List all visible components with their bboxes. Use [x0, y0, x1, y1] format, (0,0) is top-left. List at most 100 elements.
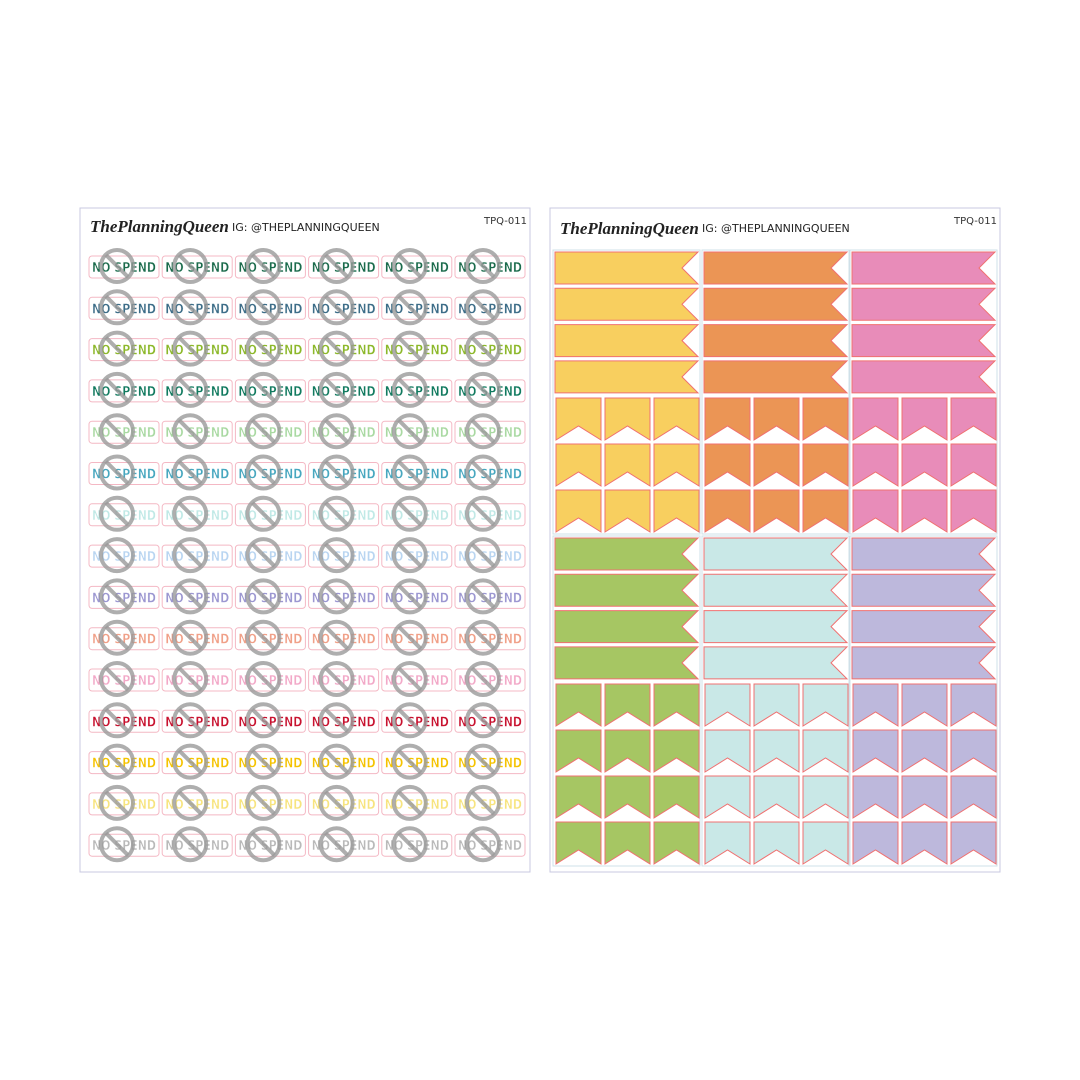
no-sign — [99, 330, 135, 367]
sticker-text: NO SPEND — [385, 757, 449, 772]
no-sign — [465, 784, 501, 821]
sticker-outline — [308, 627, 380, 651]
no-sign — [99, 248, 135, 284]
sticker-text: NO SPEND — [238, 839, 302, 854]
sticker-text: NO SPEND — [238, 591, 302, 606]
sticker-text: NO SPEND — [312, 674, 376, 689]
no-sign — [318, 784, 355, 821]
sticker-outline — [454, 833, 526, 857]
no-sign-slash — [470, 418, 496, 444]
sticker-text: NO SPEND — [312, 550, 376, 565]
no-sign — [391, 330, 428, 367]
sticker-outline — [161, 833, 233, 857]
no-sign-slash — [177, 749, 203, 775]
no-sign — [172, 371, 209, 408]
sticker-outline — [381, 379, 453, 403]
sticker-text: NO SPEND — [238, 757, 302, 772]
sticker-outline — [381, 751, 453, 775]
small-flag — [604, 729, 651, 773]
sticker-text: NO SPEND — [238, 344, 302, 359]
small-flag — [753, 775, 800, 819]
sticker-outline — [454, 255, 526, 279]
no-sign-slash — [177, 501, 203, 527]
sticker-text: NO SPEND — [92, 261, 156, 276]
no-sign-slash — [250, 666, 276, 692]
small-flag — [555, 775, 602, 819]
sticker-text: NO SPEND — [165, 757, 229, 772]
sticker-text: NO SPEND — [92, 344, 156, 359]
brand: ThePlanningQueen — [90, 217, 229, 236]
no-sign — [391, 537, 428, 574]
sticker-outline — [234, 544, 306, 568]
long-flag — [554, 537, 700, 571]
sticker-text: NO SPEND — [385, 550, 449, 565]
sticker-outline — [88, 255, 160, 279]
no-sign — [465, 619, 501, 656]
sticker-outline — [381, 792, 453, 816]
sticker-text: NO SPEND — [458, 261, 522, 276]
no-sign-slash — [470, 790, 496, 816]
sticker-outline — [381, 296, 453, 320]
no-sign — [391, 454, 428, 491]
no-sign-slash — [250, 501, 276, 527]
no-sign — [172, 784, 209, 821]
no-sign — [465, 248, 501, 284]
no-sign — [318, 371, 355, 408]
no-sign — [99, 454, 135, 491]
no-sign — [318, 578, 355, 615]
no-sign — [318, 537, 355, 574]
no-sign-slash — [397, 625, 423, 651]
sticker-text: NO SPEND — [312, 715, 376, 730]
sticker-text: NO SPEND — [312, 385, 376, 400]
no-sign-slash — [250, 460, 276, 485]
no-sign — [245, 454, 282, 491]
no-sign-slash — [324, 749, 350, 775]
sticker-text: NO SPEND — [92, 550, 156, 565]
sticker-text: NO SPEND — [165, 839, 229, 854]
no-sign-slash — [104, 749, 130, 775]
no-sign-slash — [250, 707, 276, 733]
no-sign-slash — [250, 542, 276, 568]
sticker-text: NO SPEND — [458, 633, 522, 648]
no-sign-slash — [470, 460, 496, 485]
small-flag — [950, 683, 997, 727]
no-sign-slash — [177, 831, 203, 857]
no-sign-slash — [397, 253, 423, 279]
no-sign — [172, 661, 209, 697]
sticker-text: NO SPEND — [92, 839, 156, 854]
sticker-outline — [381, 462, 453, 485]
sticker-outline — [88, 544, 160, 568]
no-sign — [391, 289, 428, 326]
long-flag — [703, 251, 849, 285]
sticker-text: NO SPEND — [385, 839, 449, 854]
no-sign — [391, 371, 428, 408]
no-sign — [318, 454, 355, 491]
sticker-outline — [381, 503, 453, 527]
small-flag — [604, 775, 651, 819]
no-sign — [465, 826, 501, 863]
no-sign — [172, 330, 209, 367]
no-sign-slash — [104, 542, 130, 568]
sticker-text: NO SPEND — [312, 426, 376, 441]
no-sign — [465, 495, 501, 532]
small-flag — [604, 821, 651, 865]
small-flag — [901, 683, 948, 727]
long-flag — [554, 324, 700, 358]
no-sign — [465, 330, 501, 367]
long-flag — [851, 610, 997, 644]
small-flag — [704, 821, 751, 865]
small-flag — [950, 775, 997, 819]
no-sign-slash — [470, 377, 496, 403]
sticker-outline — [161, 503, 233, 527]
small-flag — [653, 443, 700, 487]
no-sign-slash — [104, 418, 130, 444]
sticker-text: NO SPEND — [165, 426, 229, 441]
small-flag — [852, 397, 899, 441]
sticker-text: NO SPEND — [92, 633, 156, 648]
sticker-text: NO SPEND — [92, 302, 156, 317]
sticker-outline — [308, 833, 380, 857]
no-sign-slash — [324, 625, 350, 651]
no-sign-slash — [177, 790, 203, 816]
no-sign — [99, 413, 135, 450]
sticker-outline — [308, 379, 380, 403]
